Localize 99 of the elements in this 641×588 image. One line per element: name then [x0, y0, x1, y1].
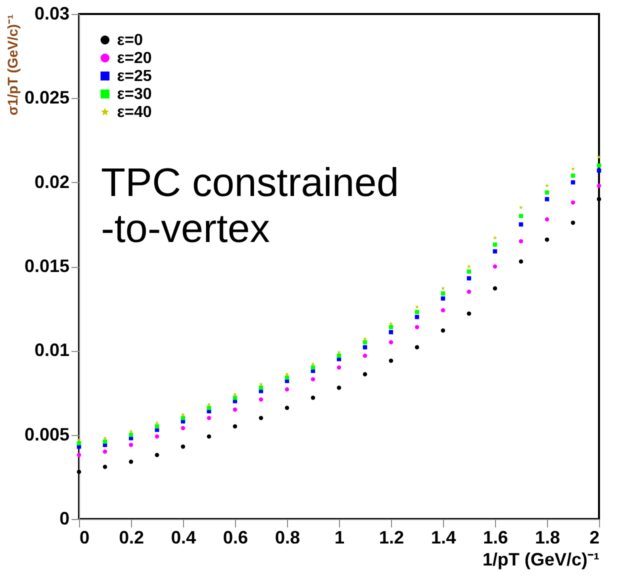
point — [414, 345, 420, 350]
x-tick-label: 1.4 — [430, 528, 456, 548]
point — [492, 286, 498, 290]
point — [232, 407, 238, 412]
point — [596, 154, 602, 159]
point — [492, 264, 498, 269]
point — [336, 350, 342, 354]
point — [388, 358, 394, 363]
point — [466, 290, 472, 294]
point — [440, 328, 446, 333]
point — [284, 372, 290, 376]
point — [258, 382, 264, 386]
x-axis-title: 1/pT (GeV/c)⁻¹ — [482, 550, 600, 570]
point — [362, 336, 368, 341]
y-tick-label: 0.025 — [24, 88, 70, 108]
point — [544, 237, 550, 242]
x-tick-label: 0.6 — [222, 528, 248, 548]
point — [440, 286, 446, 290]
point — [232, 396, 238, 400]
point — [206, 402, 212, 406]
point — [570, 166, 576, 171]
point — [206, 434, 212, 439]
point — [128, 429, 134, 434]
y-tick-label: 0 — [59, 508, 70, 528]
y-axis-title: σ1/pT (GeV/c)⁻¹ — [4, 14, 20, 116]
point — [102, 450, 108, 454]
x-tick-label: 0.8 — [274, 528, 300, 548]
x-tick-label: 0 — [80, 528, 90, 548]
point — [544, 217, 550, 222]
legend-label: ε=30 — [117, 86, 152, 103]
point — [154, 452, 160, 458]
x-tick-label: 0.2 — [118, 528, 144, 548]
x-tick-label: 1.2 — [378, 528, 404, 548]
legend-label: ε=20 — [117, 50, 152, 67]
point — [362, 345, 368, 350]
point — [492, 249, 498, 254]
point — [258, 416, 264, 420]
point — [128, 432, 134, 437]
x-tick-label: 1.8 — [534, 528, 560, 548]
point — [440, 308, 446, 312]
point — [310, 362, 316, 366]
legend-label: ε=40 — [117, 104, 152, 121]
point — [518, 205, 524, 210]
point — [388, 330, 394, 334]
point — [258, 386, 264, 390]
y-tick-label: 0.02 — [34, 172, 70, 192]
point — [466, 276, 472, 280]
point — [570, 180, 576, 184]
x-tick-label: 2 — [589, 528, 600, 548]
x-tick-label: 1.6 — [482, 528, 508, 548]
point — [128, 442, 134, 448]
point — [388, 322, 394, 326]
point — [206, 416, 212, 420]
point — [518, 259, 524, 264]
x-tick-label: 1 — [334, 528, 345, 548]
point — [232, 392, 238, 396]
point — [76, 438, 82, 442]
point — [154, 434, 160, 439]
x-tick-label: 0.4 — [170, 528, 196, 548]
point — [76, 441, 82, 446]
legend-label: ε=25 — [117, 68, 152, 85]
point — [570, 220, 576, 225]
point — [128, 460, 134, 464]
point — [336, 365, 342, 370]
point — [102, 464, 108, 469]
y-tick-label: 0.01 — [34, 340, 70, 360]
point — [362, 372, 368, 376]
point — [336, 386, 342, 390]
y-tick-label: 0.005 — [24, 424, 70, 444]
point — [310, 396, 316, 400]
point — [232, 424, 238, 429]
point — [284, 406, 290, 410]
point — [180, 426, 186, 430]
point — [414, 324, 420, 330]
point — [310, 377, 316, 382]
point — [362, 354, 368, 358]
point — [466, 264, 472, 268]
point — [596, 184, 602, 188]
point — [336, 354, 342, 358]
point — [180, 412, 186, 416]
point — [284, 387, 290, 392]
point — [76, 452, 82, 458]
point — [388, 340, 394, 344]
annotation: TPC constrained -to-vertex — [101, 161, 399, 251]
y-tick-label: 0.03 — [34, 4, 70, 24]
legend-label: ε=0 — [117, 32, 143, 49]
point — [414, 304, 420, 309]
point — [362, 340, 368, 344]
point — [596, 197, 602, 202]
point — [492, 236, 498, 240]
point — [180, 444, 186, 449]
point — [544, 197, 550, 202]
point — [76, 470, 82, 474]
point — [570, 200, 576, 205]
point — [154, 420, 160, 425]
point — [466, 312, 472, 316]
point — [518, 239, 524, 244]
point — [258, 397, 264, 402]
y-tick-label: 0.015 — [24, 256, 70, 276]
